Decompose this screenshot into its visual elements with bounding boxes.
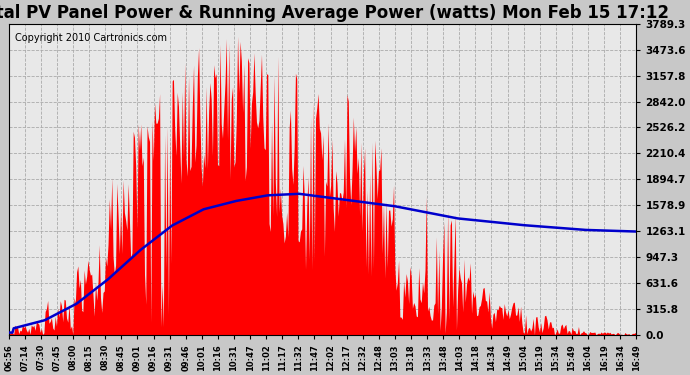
- Title: Total PV Panel Power & Running Average Power (watts) Mon Feb 15 17:12: Total PV Panel Power & Running Average P…: [0, 4, 669, 22]
- Text: Copyright 2010 Cartronics.com: Copyright 2010 Cartronics.com: [15, 33, 167, 43]
